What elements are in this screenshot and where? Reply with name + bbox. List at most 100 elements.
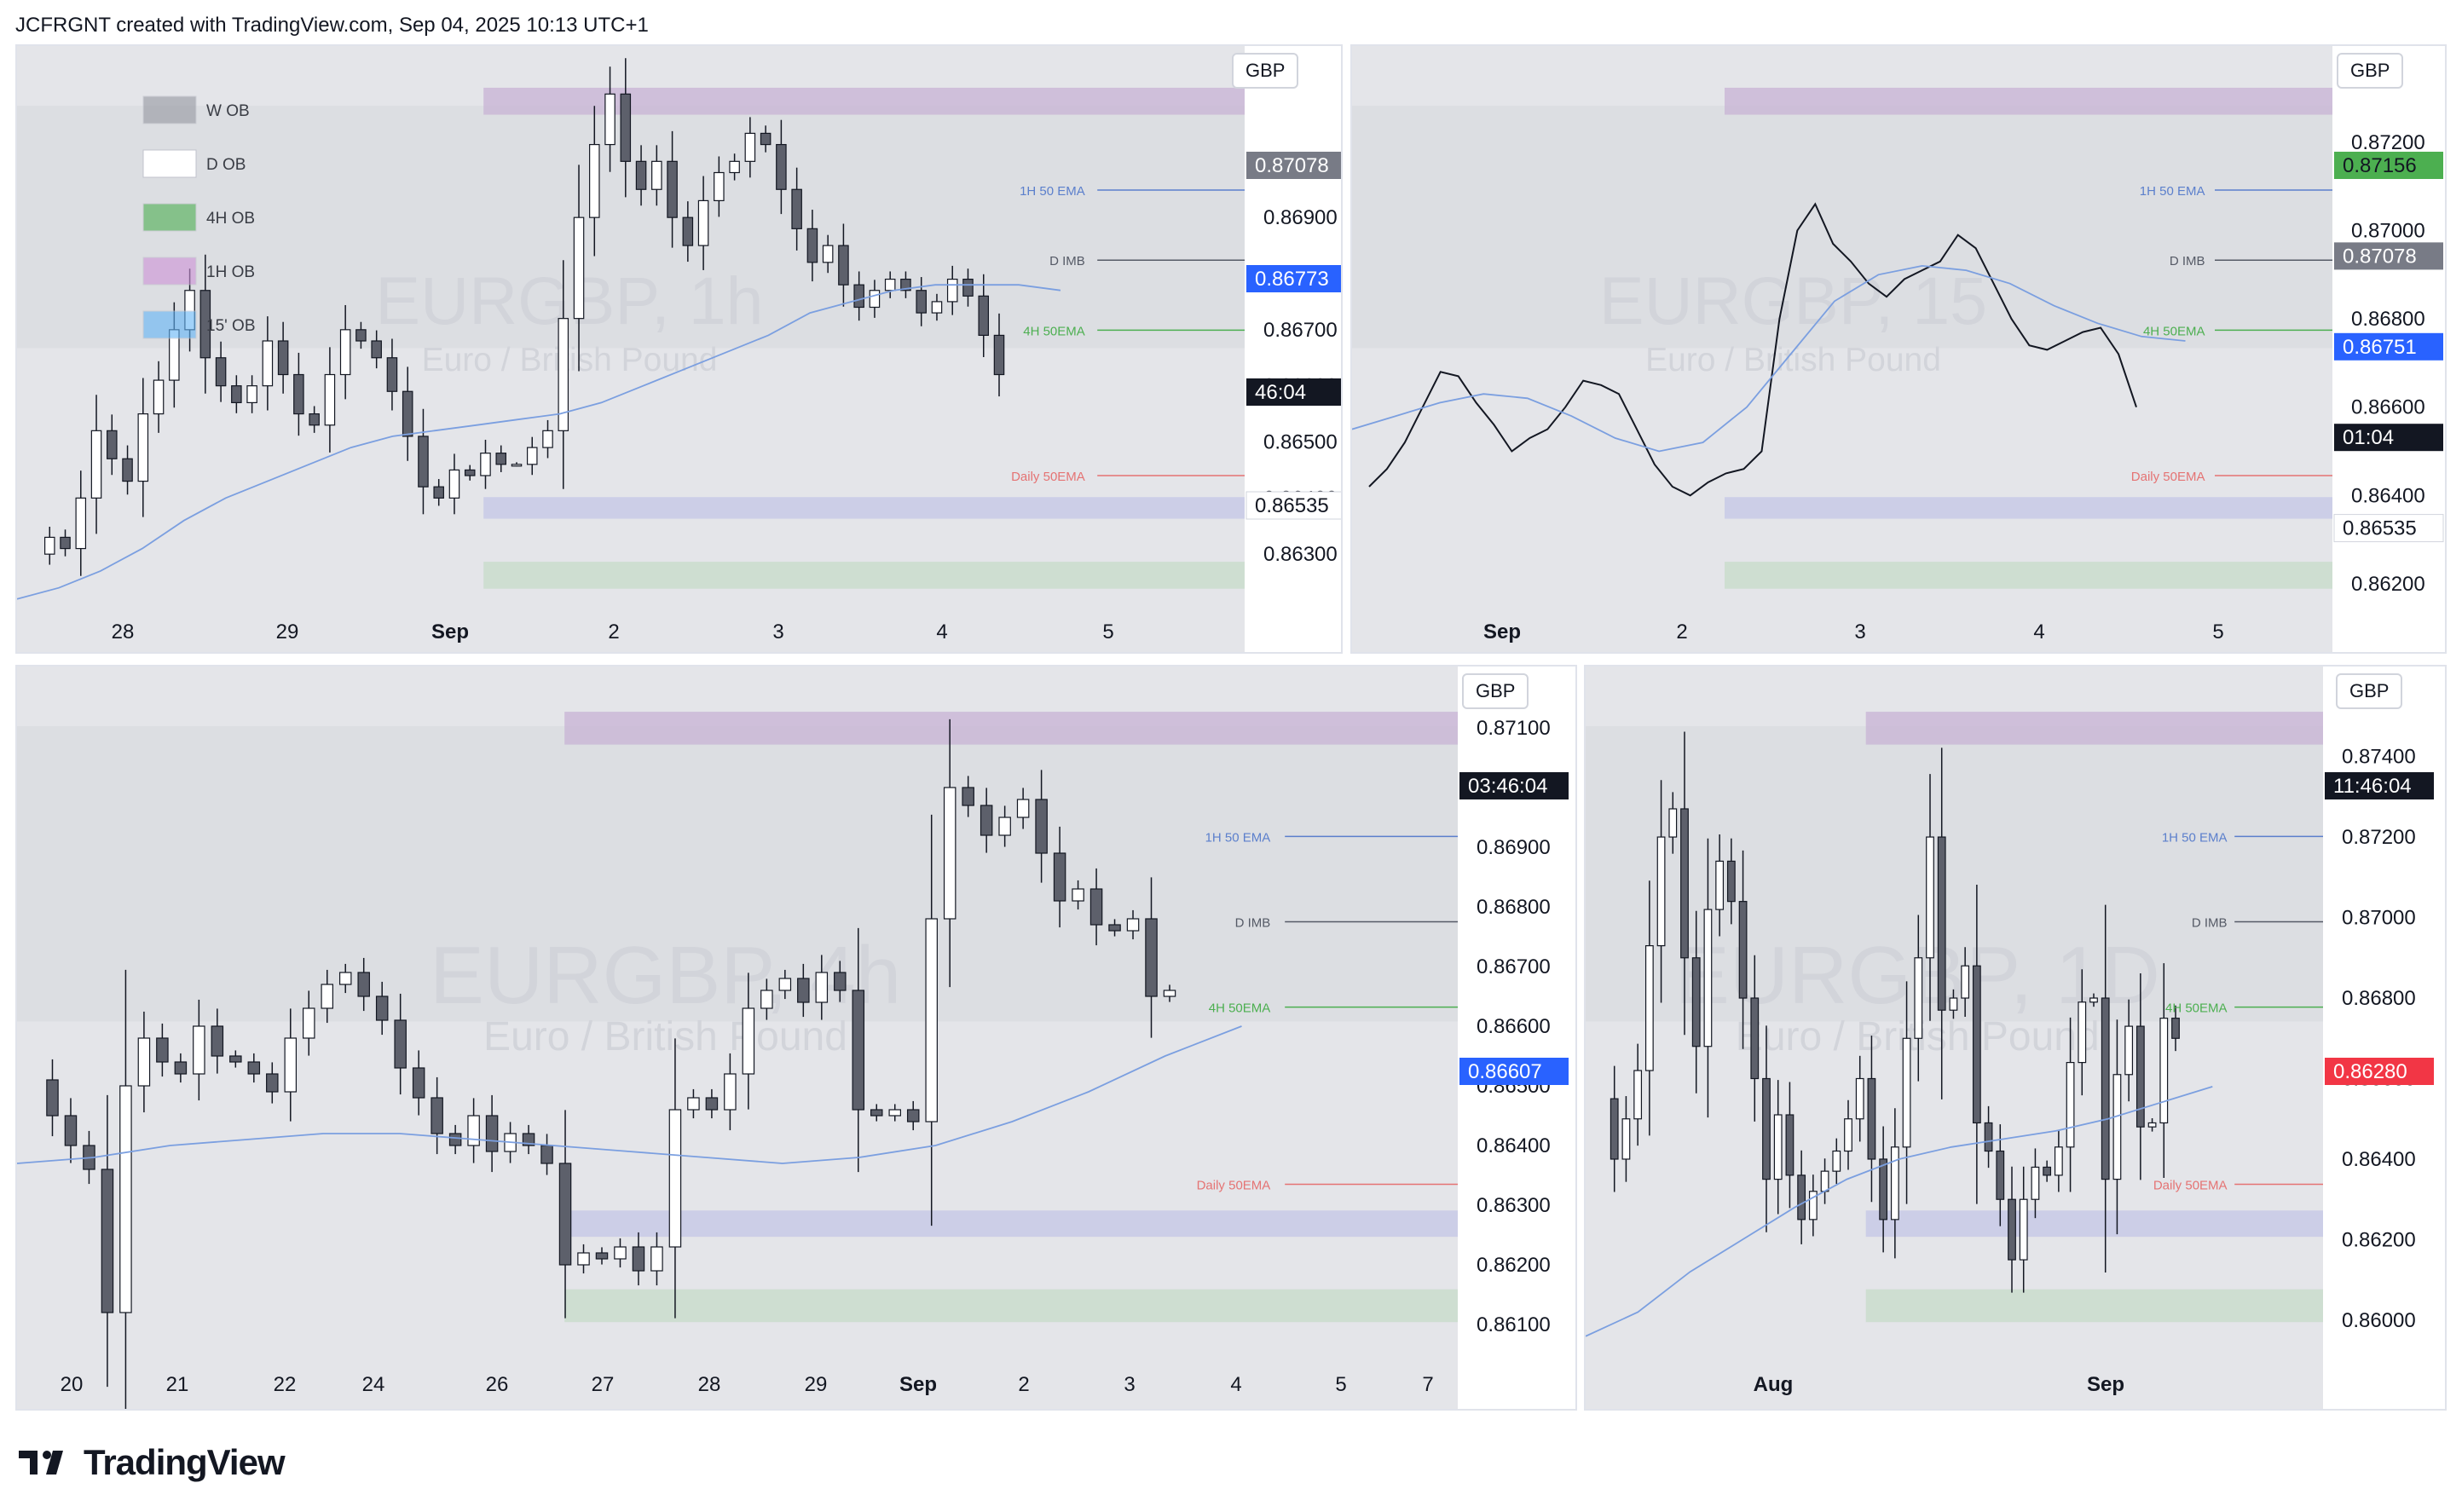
candle-body	[1902, 1037, 1911, 1148]
price-tag	[1459, 772, 1569, 799]
level-label: 1H 50 EMA	[1020, 184, 1085, 199]
candle-body	[199, 290, 211, 359]
chart-panel-1d[interactable]: EURGBP, 1D Euro / British Pound 1H 50 EMA D…	[1584, 665, 2447, 1411]
chart-panel-15m[interactable]: EURGBP, 15 Euro / British Pound 1H 50 EMA D…	[1350, 44, 2447, 654]
level-label: Daily 50EMA	[2131, 470, 2205, 484]
currency-label[interactable]: GBP	[1462, 673, 1529, 709]
y-tick-label: 0.86200	[1477, 1254, 1551, 1277]
level-label: 4H 50EMA	[1023, 324, 1085, 338]
candle-body	[946, 278, 958, 303]
price-tag-text: 0.86535	[2343, 517, 2417, 540]
candle-body	[632, 1246, 645, 1272]
x-tick-label: Sep	[431, 620, 469, 643]
candle-body	[778, 978, 792, 991]
price-line	[1368, 202, 2137, 497]
order-block-1h	[1725, 87, 2332, 115]
currency-label[interactable]: GBP	[1232, 53, 1299, 89]
candle-body	[495, 453, 507, 465]
chart-1h-canvas[interactable]: EURGBP, 1h Euro / British Pound 1H 50 EMA D…	[17, 46, 1343, 654]
order-block-1h	[564, 712, 1459, 745]
y-tick-label: 0.87400	[2342, 746, 2416, 769]
candle-body	[215, 357, 227, 387]
y-tick-label: 0.87000	[2351, 219, 2425, 242]
candle-body	[1610, 1098, 1619, 1160]
candle-body	[729, 160, 740, 174]
candle-body	[822, 245, 834, 263]
candle-body	[595, 1252, 609, 1260]
candle-body	[448, 469, 460, 499]
candle-body	[2054, 1146, 2063, 1176]
y-tick-label: 0.86600	[2351, 396, 2425, 419]
legend-swatch	[142, 203, 197, 232]
candle-body	[153, 379, 165, 415]
order-block-4h	[1865, 1289, 2323, 1323]
price-tag	[2334, 424, 2443, 452]
candle-body	[2112, 1074, 2122, 1180]
candle-body	[760, 132, 772, 146]
candle-body	[101, 1169, 114, 1313]
price-tag	[1245, 491, 1341, 520]
y-tick-label: 0.86300	[1263, 543, 1338, 566]
candle-body	[589, 143, 600, 218]
candle-body	[1145, 918, 1158, 997]
tradingview-logo[interactable]: TradingView	[19, 1439, 286, 1486]
candle-body	[869, 290, 881, 309]
y-tick-label: 0.86000	[2342, 1309, 2416, 1332]
candle-body	[1855, 1077, 1864, 1120]
x-tick-label: Aug	[1754, 1373, 1794, 1396]
candle-body	[806, 228, 818, 263]
candle-body	[1703, 909, 1713, 1047]
chart-panel-1h[interactable]: EURGBP, 1h Euro / British Pound 1H 50 EMA D…	[15, 44, 1343, 654]
candle-body	[900, 278, 911, 291]
candle-body	[1691, 957, 1701, 1047]
candle-body	[705, 1097, 719, 1111]
y-tick-label: 0.86400	[1477, 1134, 1551, 1157]
candle-body	[962, 787, 974, 806]
price-tag	[2334, 332, 2443, 361]
candle-body	[1773, 1114, 1783, 1180]
candle-body	[485, 1115, 499, 1152]
x-tick-label: Sep	[899, 1373, 937, 1396]
candle-body	[64, 1115, 78, 1146]
chart-15m-canvas[interactable]: EURGBP, 15 Euro / British Pound 1H 50 EMA D…	[1352, 46, 2447, 654]
x-tick-label: 2	[1676, 620, 1687, 643]
level-label: Daily 50EMA	[2153, 1179, 2228, 1193]
currency-label[interactable]: GBP	[2336, 673, 2403, 709]
candle-body	[687, 1097, 700, 1111]
candle-body	[558, 318, 569, 431]
watermark-symbol: EURGBP, 1h	[375, 263, 763, 338]
x-tick-label: 3	[1854, 620, 1865, 643]
candle-body	[229, 1055, 242, 1063]
chart-attribution: JCFRGNT created with TradingView.com, Se…	[15, 14, 649, 37]
price-tag-text: 0.86751	[2343, 336, 2417, 359]
candle-body	[1879, 1158, 1888, 1221]
candle-body	[870, 1109, 883, 1117]
chart-panel-4h[interactable]: EURGBP, 4h Euro / British Pound 1H 50 EMA D…	[15, 665, 1577, 1411]
level-label: 4H 50EMA	[2143, 324, 2205, 338]
x-tick-label: 5	[2212, 620, 2223, 643]
candle-body	[668, 1109, 682, 1248]
candle-body	[888, 1109, 901, 1117]
legend-label: W OB	[206, 102, 250, 120]
x-tick-label: 5	[1335, 1373, 1346, 1396]
candle-body	[1808, 1191, 1818, 1221]
candle-body	[339, 329, 351, 376]
candle-body	[1668, 808, 1678, 838]
ema-line	[17, 284, 1061, 600]
candle-body	[522, 1133, 535, 1146]
candle-body	[1750, 997, 1760, 1080]
candle-body	[852, 990, 865, 1111]
candle-body	[714, 171, 725, 202]
ema-line	[1352, 264, 2186, 453]
candle-body	[1072, 888, 1084, 902]
legend-label: D OB	[206, 156, 246, 174]
candle-body	[760, 990, 773, 1009]
x-tick-label: 28	[698, 1373, 721, 1396]
order-block-15m	[1725, 497, 2332, 519]
currency-label[interactable]: GBP	[2337, 53, 2404, 89]
level-label: 1H 50 EMA	[1205, 830, 1271, 845]
x-tick-label: Sep	[1483, 620, 1521, 643]
x-tick-label: 27	[592, 1373, 615, 1396]
